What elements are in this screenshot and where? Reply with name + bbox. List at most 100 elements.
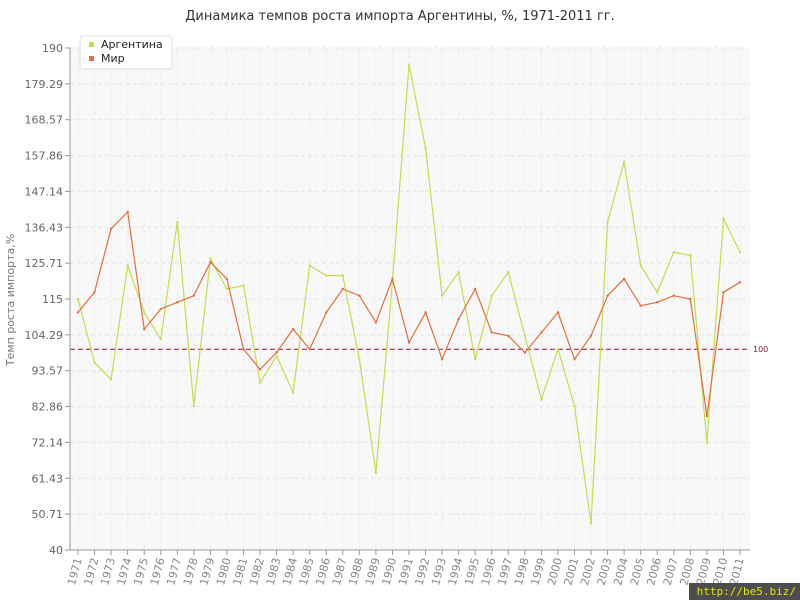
data-point bbox=[374, 471, 378, 475]
data-point bbox=[672, 250, 675, 254]
data-point bbox=[209, 260, 212, 264]
data-point bbox=[540, 331, 543, 334]
data-point bbox=[622, 160, 626, 163]
legend-swatch bbox=[89, 56, 94, 61]
data-point bbox=[209, 257, 212, 261]
data-point bbox=[225, 277, 229, 281]
watermark-link[interactable]: http://be5.biz/ bbox=[688, 583, 800, 600]
y-tick-label: 168.57 bbox=[25, 114, 64, 127]
data-point bbox=[275, 351, 278, 354]
data-point bbox=[391, 277, 394, 281]
data-point bbox=[242, 348, 245, 351]
data-point bbox=[738, 250, 742, 254]
data-point bbox=[523, 334, 527, 338]
data-point bbox=[672, 294, 675, 297]
data-point bbox=[622, 277, 626, 281]
legend-swatch bbox=[89, 42, 94, 47]
data-point bbox=[606, 220, 609, 224]
data-point bbox=[507, 271, 510, 274]
data-point bbox=[474, 358, 477, 361]
data-point bbox=[159, 307, 162, 311]
data-point bbox=[76, 311, 80, 314]
data-point bbox=[291, 327, 295, 331]
data-point bbox=[722, 217, 725, 220]
data-point bbox=[738, 281, 742, 284]
legend-label: Мир bbox=[101, 52, 125, 65]
data-point bbox=[705, 441, 709, 445]
data-point bbox=[143, 311, 146, 314]
data-point bbox=[440, 358, 444, 361]
y-tick-label: 147.14 bbox=[25, 185, 64, 198]
data-point bbox=[705, 414, 709, 418]
data-point bbox=[225, 287, 229, 291]
y-tick-label: 72.14 bbox=[32, 436, 64, 449]
y-tick-label: 125.71 bbox=[25, 257, 64, 270]
data-point bbox=[589, 334, 593, 338]
data-point bbox=[407, 63, 411, 66]
y-axis-ticks: 40 50.71 61.43 72.14 82.86 93.57 104.29 115 125.… bbox=[25, 42, 70, 557]
y-tick-label: 82.86 bbox=[32, 401, 64, 414]
data-point bbox=[556, 348, 560, 351]
data-point bbox=[457, 317, 460, 321]
data-point bbox=[109, 378, 113, 381]
data-point bbox=[109, 227, 113, 230]
data-point bbox=[341, 287, 344, 291]
legend-label: Аргентина bbox=[101, 38, 163, 51]
data-point bbox=[192, 294, 196, 297]
data-point bbox=[176, 301, 179, 304]
data-point bbox=[573, 358, 576, 361]
legend-box bbox=[79, 35, 173, 70]
data-point bbox=[308, 264, 311, 267]
data-point bbox=[258, 368, 262, 371]
data-point bbox=[407, 341, 411, 344]
y-tick-label: 136.43 bbox=[25, 221, 64, 234]
data-point bbox=[440, 294, 444, 297]
x-axis-ticks: 1971197219731974197519761977197819791980… bbox=[65, 550, 747, 587]
data-point bbox=[523, 351, 527, 354]
y-tick-label: 93.57 bbox=[32, 365, 64, 378]
data-point bbox=[341, 274, 344, 277]
data-point bbox=[589, 522, 593, 525]
data-point bbox=[474, 287, 477, 291]
data-point bbox=[639, 264, 642, 267]
data-point bbox=[656, 291, 659, 294]
data-point bbox=[325, 311, 328, 314]
y-tick-label: 115 bbox=[42, 293, 63, 306]
data-point bbox=[540, 398, 543, 401]
series-Мир bbox=[76, 210, 742, 418]
data-point bbox=[126, 210, 129, 214]
data-point bbox=[490, 331, 493, 334]
data-point bbox=[573, 404, 576, 408]
data-point bbox=[424, 147, 427, 150]
y-tick-label: 190 bbox=[42, 42, 63, 55]
data-point bbox=[507, 334, 510, 338]
data-point bbox=[93, 361, 96, 364]
reference-line-group: 100 bbox=[70, 345, 768, 354]
data-point bbox=[689, 297, 692, 301]
data-point bbox=[722, 291, 725, 294]
y-tick-label: 40 bbox=[49, 544, 63, 557]
data-point bbox=[76, 297, 80, 301]
chart-title: Динамика темпов роста импорта Аргентины,… bbox=[185, 9, 615, 24]
data-point bbox=[325, 274, 328, 277]
data-point bbox=[490, 294, 493, 297]
data-point bbox=[176, 220, 179, 224]
reference-line-label: 100 bbox=[753, 345, 768, 354]
data-point bbox=[242, 284, 245, 287]
data-point bbox=[358, 294, 361, 297]
data-point bbox=[656, 301, 659, 304]
series-Аргентина bbox=[76, 63, 742, 525]
data-point bbox=[258, 381, 262, 384]
y-tick-label: 157.86 bbox=[25, 150, 64, 163]
series-layer bbox=[76, 63, 742, 525]
y-tick-label: 179.29 bbox=[25, 78, 64, 91]
data-point bbox=[143, 327, 146, 331]
data-point bbox=[126, 264, 129, 267]
y-tick-label: 104.29 bbox=[25, 329, 64, 342]
y-tick-label: 61.43 bbox=[32, 472, 64, 485]
data-point bbox=[275, 354, 278, 358]
y-tick-label: 50.71 bbox=[32, 508, 64, 521]
data-point bbox=[93, 291, 96, 294]
